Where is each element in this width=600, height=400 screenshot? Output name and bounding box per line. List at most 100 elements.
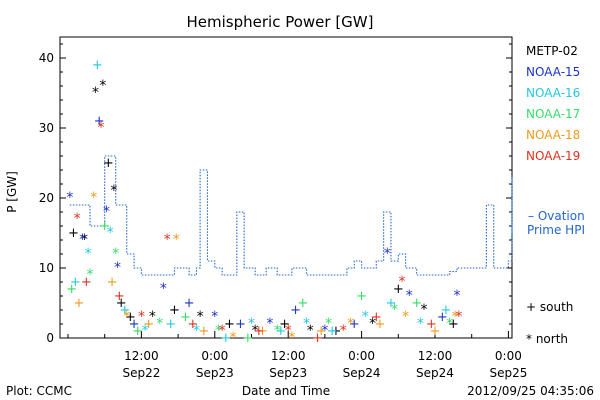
legend-noaa-15: NOAA-15 <box>526 65 580 79</box>
north-point-noaa-19: * <box>138 309 145 325</box>
plot-frame <box>59 36 513 339</box>
north-point-metp-02: * <box>420 302 427 318</box>
legend-metp-02: METP-02 <box>526 44 578 58</box>
south-point-noaa-15: + <box>94 114 105 129</box>
y-tick-label: 0 <box>46 331 54 345</box>
north-point-metp-02: * <box>252 323 259 339</box>
scatter-points: + ** *+*++ * + * + * + * + *+*+**+**+*+* + *+* +**+*+*… <box>66 58 462 346</box>
legend-ovation-label: Prime HPI <box>527 223 585 237</box>
north-point-noaa-19: * <box>455 309 462 325</box>
south-point-metp-02: + <box>393 282 404 297</box>
north-point-noaa-15: * <box>103 204 110 220</box>
south-point-noaa-18: + <box>198 324 209 339</box>
north-point-noaa-17: * <box>87 267 94 283</box>
north-point-noaa-16: * <box>303 316 310 332</box>
north-point-noaa-15: * <box>160 281 167 297</box>
north-point-noaa-17: * <box>325 316 332 332</box>
north-point-noaa-18: * <box>230 330 237 346</box>
south-point-noaa-17: + <box>132 324 143 339</box>
north-point-noaa-15: * <box>384 246 391 262</box>
legend-noaa-17: NOAA-17 <box>526 107 580 121</box>
north-point-noaa-17: * <box>215 323 222 339</box>
north-point-noaa-18: * <box>452 309 459 325</box>
x-tick-time: 0:00 <box>201 349 228 363</box>
north-point-metp-02: * <box>81 232 88 248</box>
north-point-noaa-19: * <box>98 120 105 136</box>
south-point-noaa-19: + <box>114 289 125 304</box>
x-tick-time: 12:00 <box>124 349 159 363</box>
north-point-noaa-17: * <box>156 316 163 332</box>
south-point-noaa-19: + <box>253 324 264 339</box>
x-tick-time: 0:00 <box>495 349 522 363</box>
south-point-noaa-15: + <box>235 317 246 332</box>
north-point-noaa-15: * <box>114 260 121 276</box>
north-point-metp-02: * <box>197 309 204 325</box>
legend: METP-02 NOAA-15 NOAA-16 NOAA-17 NOAA-18 NOAA-… <box>526 44 585 346</box>
y-axis: 0 10 20 30 40 <box>39 43 512 345</box>
south-point-noaa-17: + <box>356 289 367 304</box>
south-point-noaa-16: + <box>275 324 286 339</box>
x-tick-time: 0:00 <box>348 349 375 363</box>
south-point-noaa-18: + <box>374 317 385 332</box>
north-point-metp-02: * <box>92 85 99 101</box>
legend-south: + south <box>526 300 573 314</box>
south-point-noaa-17: + <box>66 282 77 297</box>
legend-north: * north <box>526 332 568 346</box>
north-point-noaa-17: * <box>446 316 453 332</box>
south-point-noaa-15: + <box>349 317 360 332</box>
south-point-noaa-17: + <box>242 331 253 346</box>
south-point-metp-02: + <box>103 156 114 171</box>
south-point-noaa-16: + <box>327 324 338 339</box>
south-point-noaa-16: + <box>70 275 81 290</box>
south-point-metp-02: + <box>448 317 459 332</box>
south-point-noaa-15: + <box>129 317 140 332</box>
south-point-noaa-17: + <box>411 296 422 311</box>
north-point-noaa-15: * <box>321 323 328 339</box>
north-point-noaa-19: * <box>398 274 405 290</box>
south-point-metp-02: + <box>224 317 235 332</box>
x-tick-date: Sep22 <box>122 366 160 380</box>
south-point-noaa-15: + <box>290 303 301 318</box>
north-point-metp-02: * <box>369 316 376 332</box>
north-point-noaa-19: * <box>340 323 347 339</box>
south-point-noaa-18: + <box>143 317 154 332</box>
north-point-noaa-19: * <box>164 232 171 248</box>
x-axis: 12:00 Sep22 0:00 Sep23 12:00 Sep23 0:00 Sep24 12… <box>67 331 527 380</box>
north-point-noaa-18: * <box>90 190 97 206</box>
north-point-noaa-15: * <box>454 288 461 304</box>
south-point-noaa-18: + <box>74 296 85 311</box>
north-point-noaa-16: * <box>248 316 255 332</box>
legend-noaa-16: NOAA-16 <box>526 86 580 100</box>
south-point-noaa-16: + <box>441 303 452 318</box>
south-point-noaa-17: + <box>297 296 308 311</box>
south-point-noaa-16: + <box>386 296 397 311</box>
south-point-noaa-19: + <box>81 275 92 290</box>
y-axis-label: P [GW] <box>5 171 19 213</box>
north-point-noaa-19: * <box>285 323 292 339</box>
x-tick-date: Sep23 <box>196 366 234 380</box>
ovation-series <box>69 155 513 276</box>
north-point-noaa-17: * <box>274 323 281 339</box>
north-point-noaa-16: * <box>85 246 92 262</box>
ovation-line <box>69 155 513 276</box>
north-point-metp-02: * <box>110 183 117 199</box>
plot-credit: Plot: CCMC <box>6 384 72 398</box>
south-point-metp-02: + <box>116 296 127 311</box>
south-point-metp-02: + <box>169 303 180 318</box>
x-tick-date: Sep23 <box>269 366 307 380</box>
timestamp: 2012/09/25 04:35:06 <box>467 384 594 398</box>
y-tick-label: 40 <box>39 51 54 65</box>
north-point-noaa-18: * <box>173 232 180 248</box>
north-point-noaa-18: * <box>402 309 409 325</box>
legend-ovation: – Ovation <box>528 209 585 223</box>
north-point-noaa-17: * <box>391 302 398 318</box>
north-point-noaa-15: * <box>266 316 273 332</box>
y-tick-label: 30 <box>39 121 54 135</box>
south-point-noaa-16: + <box>92 58 103 73</box>
north-point-noaa-19: * <box>74 211 81 227</box>
north-point-noaa-15: * <box>211 309 218 325</box>
north-point-noaa-18: * <box>288 330 295 346</box>
chart-title: Hemispheric Power [GW] <box>187 13 374 31</box>
y-tick-label: 10 <box>39 261 54 275</box>
